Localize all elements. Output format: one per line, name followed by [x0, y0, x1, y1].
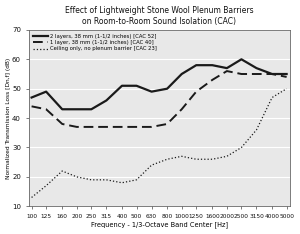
Ceiling only, no plenum barrier [CAC 23] [150, 164, 153, 167]
Ceiling only, no plenum barrier [CAC 23] [194, 158, 198, 161]
2 layers, 38 mm (1-1/2 inches) [CAC 52] [30, 96, 33, 99]
Title: Effect of Lightweight Stone Wool Plenum Barriers
on Room-to-Room Sound Isolation: Effect of Lightweight Stone Wool Plenum … [65, 6, 254, 26]
2 layers, 38 mm (1-1/2 inches) [CAC 52] [180, 73, 184, 75]
2 layers, 38 mm (1-1/2 inches) [CAC 52] [105, 99, 108, 102]
Ceiling only, no plenum barrier [CAC 23] [240, 146, 243, 149]
Ceiling only, no plenum barrier [CAC 23] [135, 178, 138, 181]
Line: Ceiling only, no plenum barrier [CAC 23]: Ceiling only, no plenum barrier [CAC 23] [32, 89, 286, 197]
1 layer, 38 mm (1-1/2 inches) [CAC 40] [270, 73, 274, 75]
1 layer, 38 mm (1-1/2 inches) [CAC 40] [75, 125, 79, 128]
1 layer, 38 mm (1-1/2 inches) [CAC 40] [225, 70, 229, 73]
1 layer, 38 mm (1-1/2 inches) [CAC 40] [60, 123, 64, 125]
2 layers, 38 mm (1-1/2 inches) [CAC 52] [211, 64, 214, 67]
Legend: 2 layers, 38 mm (1-1/2 inches) [CAC 52], 1 layer, 38 mm (1-1/2 inches) [CAC 40],: 2 layers, 38 mm (1-1/2 inches) [CAC 52],… [31, 32, 159, 54]
1 layer, 38 mm (1-1/2 inches) [CAC 40] [89, 125, 93, 128]
1 layer, 38 mm (1-1/2 inches) [CAC 40] [285, 76, 288, 78]
2 layers, 38 mm (1-1/2 inches) [CAC 52] [89, 108, 93, 111]
2 layers, 38 mm (1-1/2 inches) [CAC 52] [225, 67, 229, 69]
Ceiling only, no plenum barrier [CAC 23] [30, 196, 33, 199]
2 layers, 38 mm (1-1/2 inches) [CAC 52] [285, 73, 288, 75]
Ceiling only, no plenum barrier [CAC 23] [44, 184, 48, 187]
1 layer, 38 mm (1-1/2 inches) [CAC 40] [255, 73, 258, 75]
1 layer, 38 mm (1-1/2 inches) [CAC 40] [194, 90, 198, 93]
Ceiling only, no plenum barrier [CAC 23] [89, 178, 93, 181]
Ceiling only, no plenum barrier [CAC 23] [285, 87, 288, 90]
Ceiling only, no plenum barrier [CAC 23] [75, 176, 79, 178]
2 layers, 38 mm (1-1/2 inches) [CAC 52] [270, 73, 274, 75]
2 layers, 38 mm (1-1/2 inches) [CAC 52] [60, 108, 64, 111]
Ceiling only, no plenum barrier [CAC 23] [165, 158, 169, 161]
Ceiling only, no plenum barrier [CAC 23] [211, 158, 214, 161]
2 layers, 38 mm (1-1/2 inches) [CAC 52] [135, 84, 138, 87]
2 layers, 38 mm (1-1/2 inches) [CAC 52] [194, 64, 198, 67]
2 layers, 38 mm (1-1/2 inches) [CAC 52] [120, 84, 124, 87]
2 layers, 38 mm (1-1/2 inches) [CAC 52] [44, 90, 48, 93]
1 layer, 38 mm (1-1/2 inches) [CAC 40] [150, 125, 153, 128]
Ceiling only, no plenum barrier [CAC 23] [180, 155, 184, 158]
Ceiling only, no plenum barrier [CAC 23] [60, 170, 64, 172]
Ceiling only, no plenum barrier [CAC 23] [270, 96, 274, 99]
1 layer, 38 mm (1-1/2 inches) [CAC 40] [165, 123, 169, 125]
1 layer, 38 mm (1-1/2 inches) [CAC 40] [105, 125, 108, 128]
Ceiling only, no plenum barrier [CAC 23] [255, 128, 258, 131]
Ceiling only, no plenum barrier [CAC 23] [105, 178, 108, 181]
1 layer, 38 mm (1-1/2 inches) [CAC 40] [211, 78, 214, 81]
1 layer, 38 mm (1-1/2 inches) [CAC 40] [135, 125, 138, 128]
Ceiling only, no plenum barrier [CAC 23] [120, 181, 124, 184]
2 layers, 38 mm (1-1/2 inches) [CAC 52] [165, 87, 169, 90]
Y-axis label: Normalized Transmission Loss [Dn,f] (dB): Normalized Transmission Loss [Dn,f] (dB) [6, 58, 10, 179]
1 layer, 38 mm (1-1/2 inches) [CAC 40] [240, 73, 243, 75]
Line: 2 layers, 38 mm (1-1/2 inches) [CAC 52]: 2 layers, 38 mm (1-1/2 inches) [CAC 52] [32, 59, 286, 109]
1 layer, 38 mm (1-1/2 inches) [CAC 40] [44, 108, 48, 111]
2 layers, 38 mm (1-1/2 inches) [CAC 52] [150, 90, 153, 93]
2 layers, 38 mm (1-1/2 inches) [CAC 52] [240, 58, 243, 61]
Line: 1 layer, 38 mm (1-1/2 inches) [CAC 40]: 1 layer, 38 mm (1-1/2 inches) [CAC 40] [32, 71, 286, 127]
1 layer, 38 mm (1-1/2 inches) [CAC 40] [180, 108, 184, 111]
Ceiling only, no plenum barrier [CAC 23] [225, 155, 229, 158]
X-axis label: Frequency - 1/3-Octave Band Center [Hz]: Frequency - 1/3-Octave Band Center [Hz] [91, 222, 228, 228]
1 layer, 38 mm (1-1/2 inches) [CAC 40] [120, 125, 124, 128]
2 layers, 38 mm (1-1/2 inches) [CAC 52] [255, 67, 258, 69]
1 layer, 38 mm (1-1/2 inches) [CAC 40] [30, 105, 33, 108]
2 layers, 38 mm (1-1/2 inches) [CAC 52] [75, 108, 79, 111]
